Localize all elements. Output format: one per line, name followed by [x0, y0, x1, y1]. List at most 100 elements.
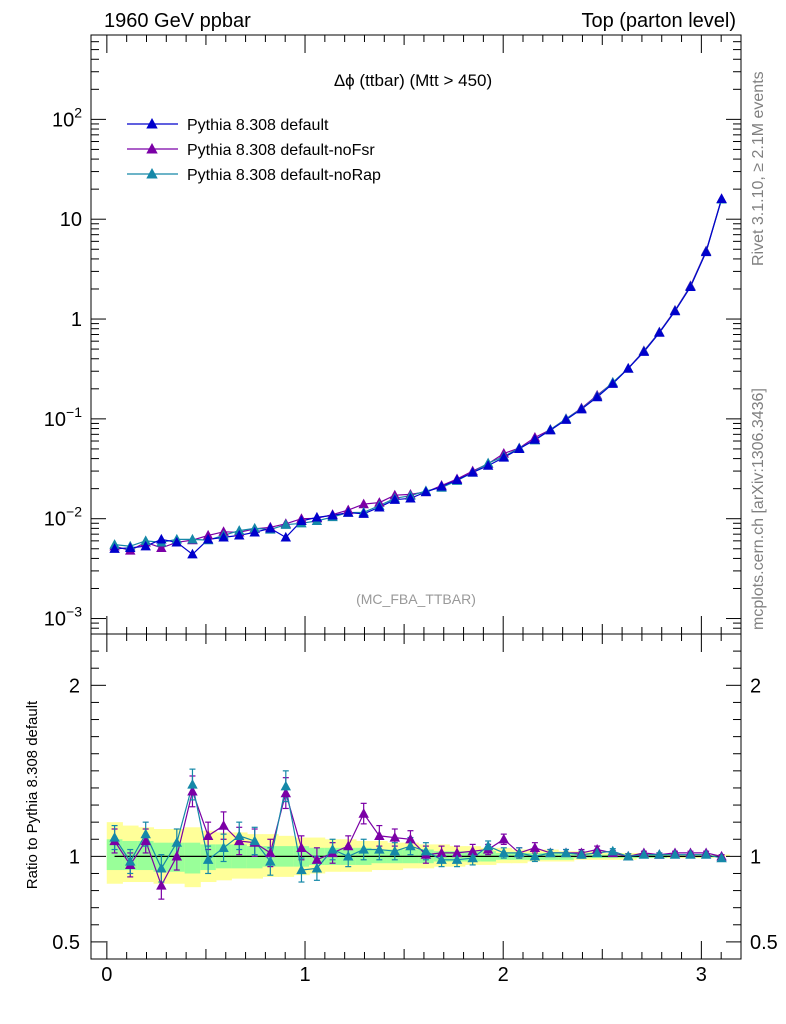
data-point-s0-34	[638, 346, 650, 356]
data-point-s0-17	[374, 501, 385, 512]
ratio-point-s0-17	[374, 830, 385, 840]
ratio-point-s0-25	[498, 833, 510, 844]
main-axis-ticks: 10−3 10−2 10−1 1 10 102	[44, 34, 742, 635]
ratio-point-s0-22	[451, 847, 463, 858]
data-point-s0-10	[265, 522, 276, 533]
y-tick-label-4: 10	[60, 209, 82, 231]
data-point-s0-33	[623, 362, 634, 373]
data-point-s0-24	[482, 460, 494, 470]
data-point-s0-9	[249, 526, 260, 537]
ratio-point-s1-1	[125, 856, 136, 866]
ratio-point-s0-21	[436, 847, 447, 858]
ratio-point-s1-29	[560, 847, 572, 858]
ratio-point-s0-2	[140, 835, 151, 846]
ratio-point-s0-12	[296, 842, 307, 852]
data-point-s0-7	[218, 531, 229, 542]
data-point-s2-8	[234, 525, 245, 535]
ratio-point-s0-8	[234, 835, 245, 846]
ratio-point-s0-10	[265, 847, 276, 858]
mcplots-label: mcplots.cern.ch [arXiv:1306.3436]	[750, 388, 767, 630]
ratio-point-s1-7	[218, 842, 229, 852]
data-point-s0-8	[234, 529, 245, 540]
ratio-point-s1-2	[140, 828, 151, 839]
data-point-s0-36	[669, 305, 681, 316]
ratio-point-s1-21	[436, 854, 447, 864]
ratio-y-tick-label-left-2: 2	[69, 675, 80, 697]
ratio-point-s1-23	[467, 852, 478, 863]
ratio-point-s1-35	[654, 849, 665, 859]
data-point-s0-31	[591, 391, 603, 402]
ratio-point-s1-4	[171, 837, 183, 847]
rivet-version-label: Rivet 3.1.10, ≥ 2.1M events	[750, 71, 767, 266]
ratio-point-s1-8	[234, 830, 245, 840]
data-point-s0-21	[436, 481, 447, 491]
data-point-s0-39	[716, 193, 727, 203]
ratio-plot-marks	[106, 768, 730, 900]
data-point-s0-5	[187, 548, 198, 559]
y-tick-label-1: 10−2	[44, 504, 82, 531]
ratio-point-s1-22	[451, 854, 463, 864]
ratio-y-tick-label-right-2: 2	[750, 675, 761, 697]
data-point-s2-2	[140, 535, 151, 545]
data-point-s0-14	[327, 509, 338, 520]
ratio-point-s0-11	[280, 787, 292, 798]
data-point-s0-6	[202, 533, 214, 544]
data-point-s2-5	[187, 533, 198, 544]
ratio-point-s0-13	[311, 854, 323, 864]
ratio-point-s1-12	[296, 864, 307, 875]
ratio-point-s1-27	[529, 850, 541, 861]
data-point-s0-3	[156, 533, 167, 544]
ratio-point-s0-16	[358, 808, 369, 818]
ratio-y-tick-label-left-1: 1	[69, 846, 80, 868]
ratio-line-0	[114, 789, 722, 887]
x-tick-label-0: 0	[101, 964, 112, 986]
legend-entry-2: Pythia 8.308 default-noRap	[187, 167, 381, 184]
data-point-s1-16	[358, 498, 369, 509]
main-plot-marks	[109, 193, 727, 559]
ratio-point-s1-15	[343, 850, 354, 861]
ratio-point-s1-26	[514, 847, 525, 858]
ratio-point-s1-19	[405, 840, 416, 851]
ratio-panel-frame	[90, 633, 742, 960]
ratio-y-axis-label: Ratio to Pythia 8.308 default	[24, 700, 41, 889]
plot-title: Δϕ (ttbar) (Mtt > 450)	[334, 71, 492, 90]
ratio-y-tick-label-right-1: 1	[750, 846, 761, 868]
ratio-point-s1-39	[716, 852, 727, 863]
band-inner-5	[184, 842, 201, 874]
x-tick-label-1: 1	[299, 964, 310, 986]
data-point-s0-26	[514, 443, 525, 454]
y-tick-label-2: 10−1	[44, 404, 82, 431]
ratio-point-s1-9	[249, 835, 260, 846]
ratio-point-s0-23	[467, 845, 478, 856]
ratio-point-s0-7	[218, 820, 229, 830]
ratio-point-s1-31	[591, 847, 603, 858]
ratio-point-s1-16	[358, 844, 369, 854]
ratio-point-s1-32	[607, 845, 619, 856]
y-tick-label-0: 10−3	[44, 604, 82, 631]
legend: Pythia 8.308 default Pythia 8.308 default…	[127, 117, 381, 184]
ratio-point-s1-11	[280, 780, 292, 791]
data-point-s0-1	[125, 542, 136, 553]
data-point-s0-16	[358, 508, 369, 518]
ratio-y-tick-label-right-0: 0.5	[750, 932, 778, 954]
legend-marker-0	[146, 118, 158, 129]
ratio-point-s1-36	[669, 849, 681, 859]
main-panel: 10−3 10−2 10−1 1 10 102 Δϕ (ttbar) (Mtt > 450…	[44, 34, 742, 635]
ratio-panel: 0.5 0.5 1 1 2 2 0 1 2 3 Ratio to Pythia 8.308 def…	[24, 633, 778, 986]
data-point-s0-25	[498, 452, 510, 462]
data-point-s0-20	[420, 486, 432, 497]
ratio-point-s1-20	[420, 845, 432, 856]
ratio-point-s0-27	[529, 842, 541, 852]
data-point-s0-15	[343, 507, 354, 517]
x-tick-label-3: 3	[696, 964, 707, 986]
data-point-s0-2	[140, 540, 151, 551]
ratio-point-s1-18	[389, 845, 401, 856]
ratio-y-tick-label-left-0: 0.5	[52, 932, 80, 954]
header-right-label: Top (parton level)	[581, 10, 736, 32]
ratio-point-s1-10	[265, 856, 276, 866]
ratio-point-s1-33	[623, 850, 634, 861]
header-left-label: 1960 GeV ppbar	[104, 10, 251, 32]
data-point-s0-19	[405, 492, 416, 503]
data-point-s0-18	[389, 494, 401, 504]
ratio-point-s1-24	[482, 840, 494, 851]
